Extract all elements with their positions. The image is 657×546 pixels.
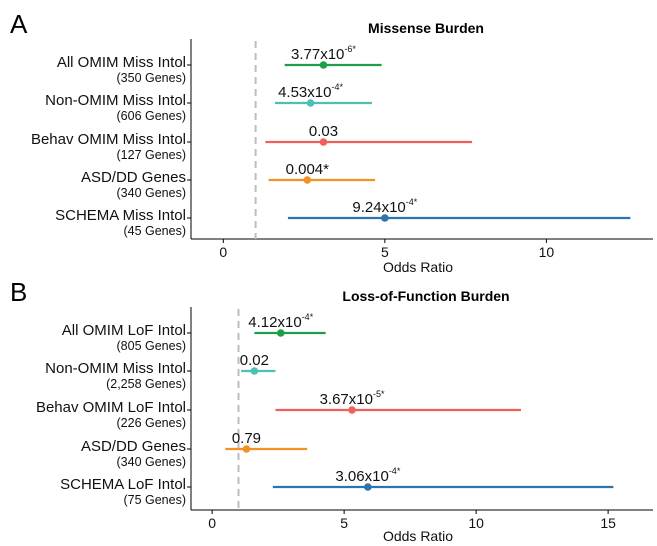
odds-ratio-point (303, 176, 312, 184)
p-value-label: 0.02 (240, 352, 269, 369)
odds-ratio-point (381, 214, 389, 222)
category-gene-count: (75 Genes) (123, 493, 186, 507)
category-label: ASD/DD Genes (81, 169, 186, 186)
category-gene-count: (350 Genes) (117, 71, 186, 85)
odds-ratio-point (250, 367, 259, 375)
category-label: All OMIM LoF Intol (62, 322, 186, 339)
odds-ratio-point (319, 138, 328, 146)
category-gene-count: (127 Genes) (117, 148, 186, 162)
panel-a-x-axis-title: Odds Ratio (383, 259, 453, 275)
category-gene-count: (340 Genes) (117, 455, 186, 469)
odds-ratio-point (364, 483, 372, 491)
panel-a-title: Missense Burden (368, 20, 484, 36)
p-value-label: 4.53x10-4* (278, 82, 343, 101)
panel-a-letter: A (10, 9, 28, 39)
odds-ratio-point (319, 61, 328, 69)
category-label: All OMIM Miss Intol (57, 54, 186, 71)
odds-ratio-point (276, 329, 285, 337)
category-gene-count: (805 Genes) (117, 339, 186, 353)
category-label: Non-OMIM Miss Intol (45, 360, 186, 377)
x-tick-label: 5 (340, 515, 348, 531)
p-value-label: 9.24x10-4* (352, 197, 417, 216)
x-tick-label: 0 (208, 515, 216, 531)
p-value-label: 3.67x10-5* (320, 389, 385, 408)
panel-b-x-axis-title: Odds Ratio (383, 528, 453, 544)
panel-b-title: Loss-of-Function Burden (342, 288, 509, 304)
p-value-label: 4.12x10-4* (248, 312, 313, 331)
p-value-label: 3.77x10-6* (291, 44, 356, 63)
odds-ratio-point (242, 445, 251, 453)
x-tick-label: 10 (468, 515, 484, 531)
p-value-label: 0.79 (232, 430, 261, 447)
odds-ratio-point (348, 406, 356, 414)
category-label: ASD/DD Genes (81, 438, 186, 455)
panel-b: B Loss-of-Function Burden Odds Ratio 0 5 1… (10, 277, 653, 544)
x-tick-label: 0 (219, 244, 227, 260)
odds-ratio-point (306, 99, 315, 107)
p-value-label: 3.06x10-4* (335, 466, 400, 485)
category-gene-count: (45 Genes) (123, 224, 186, 238)
category-gene-count: (340 Genes) (117, 186, 186, 200)
panel-b-letter: B (10, 277, 27, 307)
x-tick-label: 15 (600, 515, 616, 531)
category-label: Behav OMIM Miss Intol (31, 131, 186, 148)
category-label: SCHEMA Miss Intol (55, 207, 186, 224)
category-label: Non-OMIM Miss Intol (45, 92, 186, 109)
category-label: Behav OMIM LoF Intol (36, 399, 186, 416)
p-value-label: 0.03 (309, 123, 338, 140)
category-label: SCHEMA LoF Intol (60, 476, 186, 493)
panel-a: A Missense Burden Odds Ratio 0 5 10 All OMI… (10, 9, 653, 275)
x-tick-label: 10 (539, 244, 555, 260)
category-gene-count: (606 Genes) (117, 109, 186, 123)
p-value-label: 0.004* (286, 161, 330, 178)
x-tick-label: 5 (381, 244, 389, 260)
category-gene-count: (226 Genes) (117, 416, 186, 430)
category-gene-count: (2,258 Genes) (106, 377, 186, 391)
